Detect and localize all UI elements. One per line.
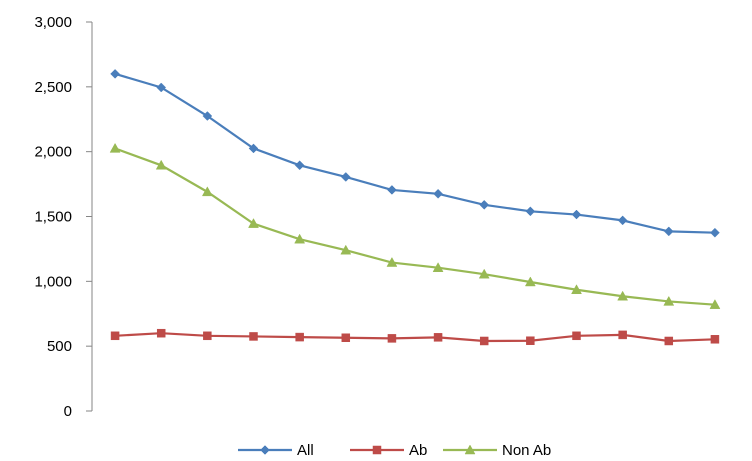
data-point: [387, 185, 397, 195]
series-non-ab: [109, 142, 721, 309]
legend-label: All: [297, 442, 314, 459]
y-tick-label: 1,000: [34, 273, 72, 290]
data-point: [571, 209, 582, 220]
y-tick-label: 500: [47, 338, 72, 355]
data-point: [201, 186, 213, 197]
data-point: [664, 336, 674, 346]
data-point: [387, 334, 397, 343]
series-line: [114, 147, 716, 306]
legend-item: Non Ab: [443, 442, 551, 459]
data-point: [526, 336, 535, 345]
y-tick-label: 3,000: [34, 14, 72, 31]
series-layer: [109, 69, 721, 346]
data-point: [710, 335, 720, 344]
data-point: [617, 215, 628, 226]
series-line: [114, 72, 715, 234]
data-point: [478, 268, 490, 279]
series-all: [110, 69, 720, 238]
data-point: [341, 333, 351, 342]
legend-marker: [260, 445, 270, 455]
data-point: [525, 206, 536, 217]
data-point: [248, 218, 259, 228]
y-tick-label: 0: [64, 403, 72, 420]
data-point: [155, 159, 167, 170]
y-tick-label: 1,500: [34, 209, 72, 226]
data-point: [572, 331, 581, 341]
data-point: [433, 333, 443, 342]
data-point: [524, 276, 536, 287]
legend-label: Non Ab: [502, 442, 551, 459]
data-point: [432, 262, 444, 272]
legend-item: Ab: [350, 442, 427, 459]
data-point: [663, 226, 674, 237]
data-point: [156, 328, 166, 338]
data-point: [109, 142, 121, 153]
data-point: [340, 172, 351, 182]
data-point: [479, 336, 489, 346]
data-point: [294, 233, 306, 244]
data-point: [156, 82, 167, 93]
data-point: [249, 332, 258, 341]
data-point: [110, 331, 120, 341]
data-point: [617, 290, 629, 301]
data-point: [202, 111, 213, 121]
axes: 0 500 1,000 1,500 2,000 2,500 3,000: [34, 14, 93, 420]
y-tick-label: 2,500: [34, 79, 72, 96]
legend-item: All: [238, 442, 314, 459]
series-ab: [110, 328, 720, 346]
data-point: [294, 160, 305, 171]
data-point: [386, 257, 398, 267]
data-point: [295, 332, 304, 342]
data-point: [203, 331, 212, 341]
data-point: [479, 199, 490, 210]
data-point: [110, 69, 120, 79]
data-point: [571, 284, 582, 295]
data-point: [433, 188, 443, 199]
series-line: [115, 332, 715, 343]
data-point: [710, 227, 720, 238]
data-point: [709, 299, 721, 309]
data-point: [618, 330, 627, 340]
legend-label: Ab: [409, 442, 427, 459]
y-tick-label: 2,000: [34, 144, 72, 161]
legend-marker: [464, 444, 476, 455]
legend-marker: [372, 445, 382, 455]
legend: All Ab Non Ab: [238, 442, 551, 459]
data-point: [340, 244, 352, 255]
data-point: [248, 143, 259, 154]
data-point: [663, 295, 675, 306]
